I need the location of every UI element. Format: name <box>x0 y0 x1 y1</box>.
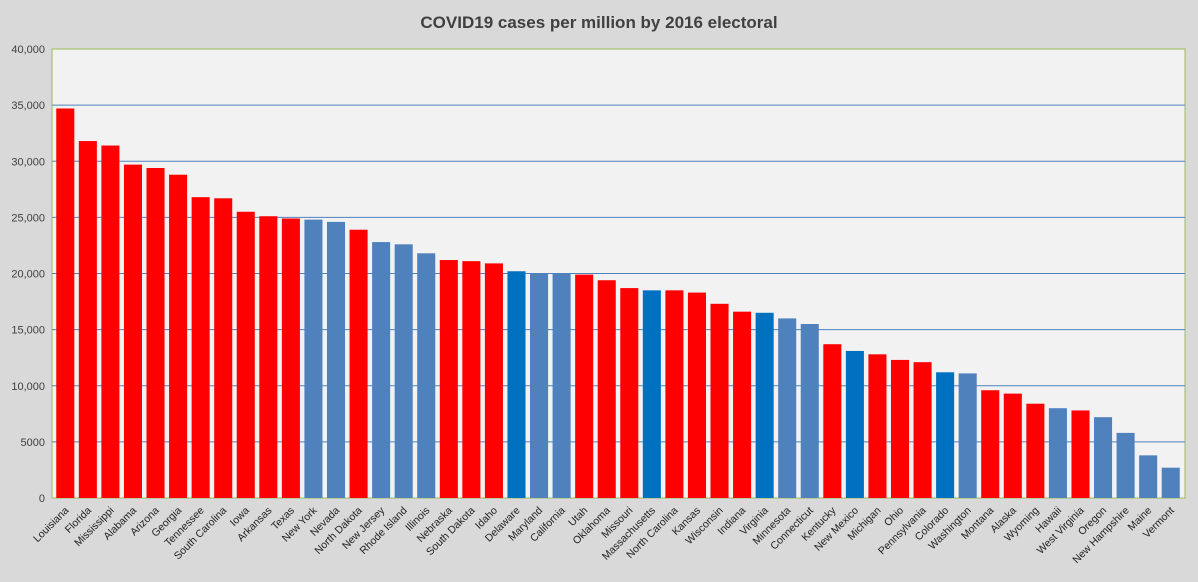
bar-hawaii <box>1048 408 1067 498</box>
bar-illinois <box>417 253 436 498</box>
bar-nevada <box>326 221 346 498</box>
y-tick-label: 40,000 <box>11 44 45 56</box>
y-tick-label: 25,000 <box>11 212 45 224</box>
bar-north-dakota <box>349 229 368 498</box>
bar-michigan <box>868 354 887 498</box>
bar-tennessee <box>191 197 210 499</box>
bar-new-hampshire <box>1116 432 1135 498</box>
bar-new-mexico <box>845 350 864 498</box>
bar-connecticut <box>800 324 819 498</box>
bar-alaska <box>1003 393 1022 498</box>
bar-virginia <box>755 312 774 498</box>
bar-florida <box>78 141 97 499</box>
bar-oklahoma <box>597 280 616 498</box>
bar-texas <box>281 218 300 498</box>
bar-colorado <box>936 372 955 498</box>
bar-wisconsin <box>710 303 729 498</box>
bar-arkansas <box>259 216 278 498</box>
bar-indiana <box>733 311 752 498</box>
bar-arizona <box>146 167 165 499</box>
bar-rhode-island <box>394 244 413 498</box>
bar-idaho <box>484 263 503 498</box>
y-tick-label: 20,000 <box>11 269 45 281</box>
bar-louisiana <box>56 108 75 499</box>
bar-oregon <box>1094 417 1113 498</box>
bar-vermont <box>1161 467 1180 498</box>
bar-north-carolina <box>665 290 684 498</box>
y-tick-label: 5000 <box>21 437 45 449</box>
bar-new-york <box>304 219 323 498</box>
bar-new-jersey <box>372 242 391 498</box>
bar-south-carolina <box>214 198 233 499</box>
y-tick-label: 35,000 <box>11 100 45 112</box>
bar-kentucky <box>823 344 842 498</box>
bar-ohio <box>890 359 910 498</box>
bar-south-dakota <box>462 261 481 498</box>
bar-missouri <box>620 288 639 498</box>
bars <box>56 108 1180 499</box>
bar-west-virginia <box>1071 410 1090 498</box>
bar-pennsylvania <box>913 362 932 498</box>
bar-minnesota <box>778 318 797 498</box>
y-axis-tick-labels: 0 5000 10,000 15,000 20,000 25,000 30,000 35,00… <box>11 44 45 505</box>
bar-alabama <box>123 164 142 498</box>
bar-california <box>552 273 571 498</box>
bar-montana <box>981 390 1000 498</box>
bar-mississippi <box>101 145 120 498</box>
chart-title: COVID19 cases per million by 2016 electo… <box>420 13 777 32</box>
y-tick-label: 0 <box>39 493 45 505</box>
y-tick-label: 15,000 <box>11 325 45 337</box>
bar-wyoming <box>1026 403 1045 498</box>
y-tick-label: 10,000 <box>11 381 45 393</box>
x-axis-tick-labels: LouisianaFloridaMississippiAlabamaArizon… <box>31 504 1177 566</box>
bar-utah <box>575 274 594 498</box>
y-tick-label: 30,000 <box>11 156 45 168</box>
bar-maryland <box>530 273 549 498</box>
bar-iowa <box>236 211 255 498</box>
bar-kansas <box>687 292 706 498</box>
bar-massachusetts <box>642 290 661 498</box>
bar-delaware <box>507 271 526 498</box>
bar-washington <box>958 373 977 498</box>
bar-nebraska <box>439 260 458 498</box>
bar-georgia <box>169 174 188 498</box>
bar-maine <box>1139 455 1158 498</box>
